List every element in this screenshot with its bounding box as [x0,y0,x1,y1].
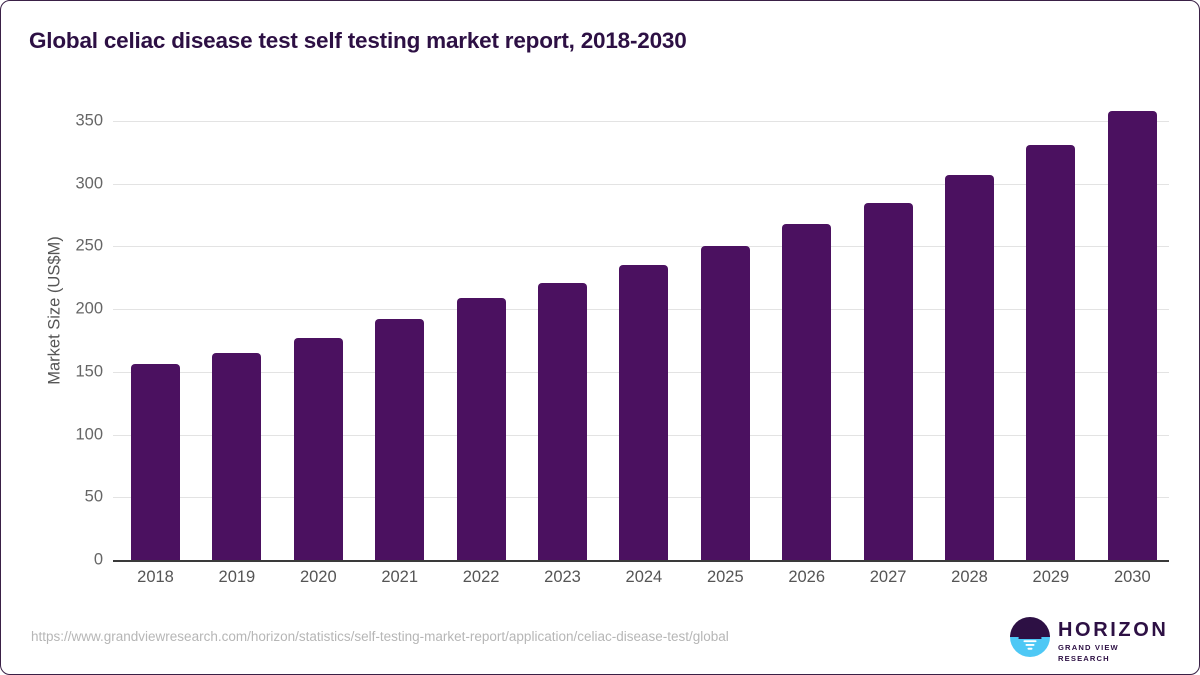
x-axis-tick-label-2030: 2030 [1113,568,1151,586]
x-axis-tick-label-2024: 2024 [625,568,663,586]
horizon-logo-text: HORIZON GRAND VIEW RESEARCH [1058,620,1170,664]
gridline [113,184,1169,185]
horizon-logo-subtitle: GRAND VIEW RESEARCH [1058,643,1119,663]
horizon-logo: HORIZON GRAND VIEW RESEARCH [1010,615,1170,663]
x-axis-tick-label-2028: 2028 [951,568,988,586]
bar-2024[interactable] [619,265,669,560]
bar-2026[interactable] [782,223,832,560]
page-title: Global celiac disease test self testing … [29,28,687,53]
bar-2022[interactable] [456,297,506,560]
y-axis-tick-label: 50 [84,487,103,506]
horizon-logo-word: HORIZON [1058,619,1169,641]
x-axis-tick-label-2019: 2019 [218,568,256,586]
x-axis-tick-label-2029: 2029 [1032,568,1070,586]
source-url[interactable]: https://www.grandviewresearch.com/horizo… [31,629,729,644]
x-axis-tick-label-2018: 2018 [137,568,174,586]
x-axis-tick-label-2025: 2025 [706,568,744,586]
bar-2030[interactable] [1107,110,1157,560]
bar-2027[interactable] [863,202,913,560]
x-axis-line [113,560,1169,562]
bar-2025[interactable] [700,246,750,560]
x-axis-tick-label-2026: 2026 [788,568,826,586]
bar-2020[interactable] [293,337,343,560]
gridline [113,246,1169,247]
y-axis-tick-label: 300 [75,174,103,193]
bar-2023[interactable] [538,282,587,560]
y-axis-tick-label: 100 [75,425,103,444]
bar-2018[interactable] [131,364,180,560]
bar-2019[interactable] [212,353,262,560]
y-axis-tick-label: 200 [75,299,103,318]
y-axis-tick-label: 350 [75,111,103,130]
bar-2029[interactable] [1026,144,1076,560]
x-axis-tick-label-2021: 2021 [381,568,419,586]
y-axis-tick-label: 250 [75,236,103,255]
x-axis-tick-label-2027: 2027 [869,568,907,586]
x-axis-tick-label-2022: 2022 [462,568,500,586]
horizon-logo-icon [1010,617,1050,657]
bar-2028[interactable] [945,174,994,560]
x-axis-tick-label-2020: 2020 [299,568,337,586]
bar-2021[interactable] [375,319,425,560]
y-axis-tick-label: 0 [93,550,103,569]
gridline [113,121,1169,122]
x-axis-tick-label-2023: 2023 [544,568,581,586]
y-axis-tick-label: 150 [75,362,103,381]
